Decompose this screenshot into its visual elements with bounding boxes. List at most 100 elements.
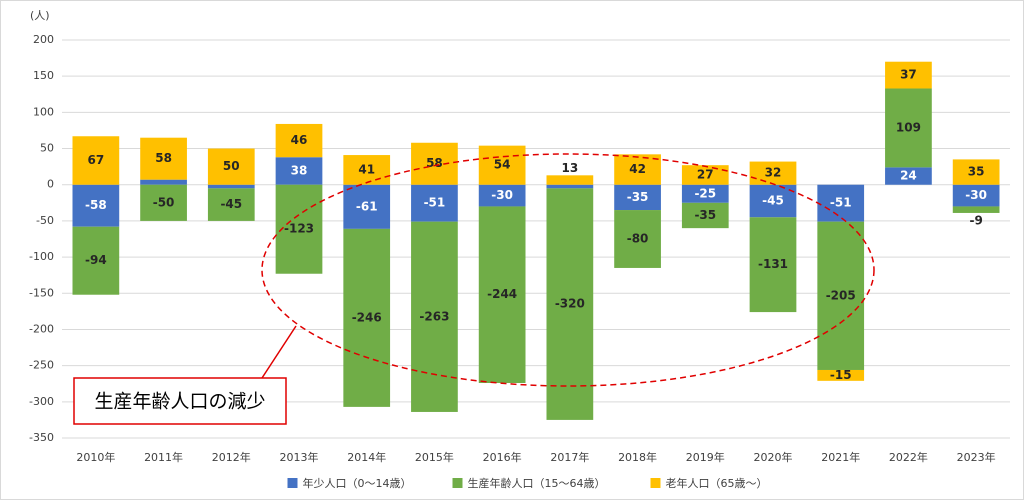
bar-segment (478, 184, 526, 207)
data-label: -131 (758, 257, 788, 271)
data-label: -35 (694, 208, 716, 222)
data-label: 41 (358, 162, 375, 176)
legend-label: 年少人口（0～14歳） (303, 476, 412, 490)
y-tick-label: -200 (29, 322, 54, 335)
bar-segment (817, 369, 865, 381)
bar-segment (749, 217, 797, 313)
y-tick-label: 50 (40, 142, 54, 155)
bar-segment (681, 165, 729, 185)
legend-label: 老年人口（65歳～） (666, 476, 768, 490)
data-label: -246 (352, 310, 382, 324)
bar-segment (207, 148, 255, 185)
bar-segment (817, 184, 865, 222)
data-label: -244 (487, 287, 517, 301)
data-label: 46 (291, 133, 308, 147)
legend-swatch (287, 478, 298, 488)
bar-segment (885, 61, 932, 89)
bar-segment (72, 184, 120, 227)
bar-segment (952, 206, 1000, 213)
x-tick-label: 2015年 (415, 450, 454, 464)
bar-segment (275, 157, 323, 185)
bar-segment (411, 184, 458, 222)
y-tick-label: 150 (33, 69, 54, 82)
data-label: -80 (627, 232, 649, 246)
data-label: -51 (830, 196, 852, 210)
legend-swatch (650, 478, 661, 488)
bar-segment (140, 179, 187, 185)
bar-segment (749, 184, 797, 218)
y-tick-label: 100 (33, 105, 54, 118)
data-label: 38 (291, 163, 308, 177)
legend-swatch (452, 478, 463, 488)
y-tick-label: 200 (33, 33, 54, 46)
bar-segment (681, 184, 729, 203)
data-label: -35 (627, 190, 649, 204)
data-label: -94 (85, 253, 107, 267)
bar-segment (72, 136, 120, 185)
data-label: -263 (419, 309, 449, 323)
data-label: 37 (900, 68, 917, 82)
data-label: -320 (555, 297, 585, 311)
y-tick-label: -250 (29, 359, 54, 372)
data-label: 24 (900, 169, 917, 183)
data-label: -45 (220, 197, 242, 211)
data-label: -45 (762, 194, 784, 208)
x-tick-label: 2017年 (550, 450, 589, 464)
data-label: -30 (965, 188, 987, 202)
y-tick-label: -150 (29, 286, 54, 299)
data-label: -205 (826, 288, 856, 302)
bar-segment (343, 184, 391, 229)
bar-segment (614, 184, 661, 211)
bar-segment (952, 184, 1000, 207)
data-label: 13 (562, 161, 579, 175)
annotation-box (73, 377, 287, 425)
bar-segment (207, 188, 255, 221)
data-label: 54 (494, 158, 511, 172)
data-label: 109 (896, 120, 921, 134)
data-label: 67 (88, 153, 105, 167)
y-tick-label: -300 (29, 395, 54, 408)
x-tick-label: 2011年 (144, 450, 183, 464)
data-label: -58 (85, 198, 107, 212)
data-label: 50 (223, 159, 240, 173)
bar-segment (207, 184, 255, 189)
bar-segment (681, 202, 729, 229)
data-label: -61 (356, 199, 378, 213)
bar-segment (140, 184, 187, 221)
x-tick-label: 2023年 (957, 450, 996, 464)
data-label: -123 (284, 222, 314, 236)
bar-segment (817, 221, 865, 370)
bar-segment (343, 155, 391, 185)
bar-segment (546, 175, 594, 185)
bar-segment (411, 221, 458, 412)
data-label: -50 (153, 195, 175, 209)
bar-segment (952, 159, 1000, 185)
data-label: 35 (968, 165, 985, 179)
data-label: 27 (697, 167, 714, 181)
bar-segment (140, 137, 187, 180)
legend-label: 生産年齢人口（15～64歳） (468, 476, 606, 490)
x-tick-label: 2013年 (280, 450, 319, 464)
bar-segment (411, 142, 458, 185)
y-tick-label: 0 (47, 178, 54, 191)
y-tick-label: -350 (29, 431, 54, 444)
x-tick-label: 2022年 (889, 450, 928, 464)
y-tick-label: -100 (29, 250, 54, 263)
bar-segment (478, 145, 526, 185)
data-label: -30 (491, 188, 513, 202)
data-label: 58 (426, 156, 443, 170)
y-tick-label: -50 (36, 214, 54, 227)
bar-segment (275, 184, 323, 274)
annotation: 生産年齢人口の減少 (94, 391, 265, 413)
x-tick-label: 2014年 (347, 450, 386, 464)
bar-segment (72, 226, 120, 295)
x-tick-label: 2018年 (618, 450, 657, 464)
highlight-ellipse (261, 153, 875, 387)
data-label: -25 (694, 186, 716, 200)
bar-segment (885, 88, 932, 168)
data-label: -51 (424, 196, 446, 210)
bar-segment (885, 167, 932, 185)
x-tick-label: 2020年 (754, 450, 793, 464)
data-label: -9 (969, 213, 982, 227)
